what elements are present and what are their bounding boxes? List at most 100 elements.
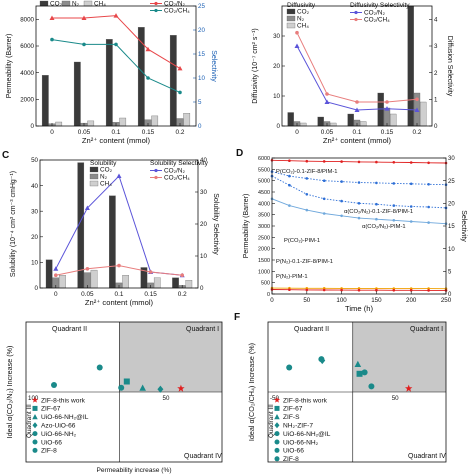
time-point-1-7 <box>392 182 396 185</box>
scatter-point-0 <box>405 384 413 392</box>
y-tick-label: 1500 <box>258 258 270 264</box>
quadrant-label: Quadrant III <box>268 404 275 438</box>
legend-marker <box>32 431 38 437</box>
legend-marker <box>32 422 38 429</box>
y2-tick-label: 10 <box>448 247 455 253</box>
legend2-title: Solubility Selectivity <box>150 160 209 167</box>
time-point-3-5 <box>357 216 361 220</box>
time-point-5-8 <box>409 289 413 292</box>
time-point-3-3 <box>322 212 326 215</box>
y-tick-label: 0 <box>267 292 270 298</box>
scatter-point-4 <box>96 364 103 371</box>
panel-B: 0 10 20 30 0 1 2 3 4 0 0.05 0.1 0.15 0.2 Zn²⁺ content … <box>252 2 453 145</box>
time-point-2-1 <box>288 183 291 187</box>
legend-label: ZIF-67 <box>283 406 303 413</box>
y2-tick-label: 1 <box>434 97 438 104</box>
time-point-0-3 <box>322 160 326 163</box>
x-tick-label: 0.05 <box>78 129 91 136</box>
time-point-0-8 <box>409 161 413 164</box>
x-axis-label: Zn²⁺ content (mmol) <box>85 298 154 307</box>
y2-tick-label: 0 <box>434 123 438 130</box>
x-tick-label: 0.05 <box>81 291 94 298</box>
scatter-point-1 <box>123 378 130 385</box>
line-point-1-0 <box>50 37 54 42</box>
y2-tick-label: 40 <box>200 157 207 164</box>
y2-tick-label: 5 <box>448 270 452 276</box>
legend-marker <box>31 396 39 403</box>
bar-0-0 <box>287 112 294 127</box>
x-tick-label: 250 <box>441 297 452 304</box>
bar-2-3 <box>153 277 161 289</box>
y2-tick-label: 3 <box>434 43 438 50</box>
legend-marker <box>354 10 358 15</box>
line-point-1-0 <box>295 30 299 35</box>
time-point-2-3 <box>322 197 326 201</box>
x-axis-label: Zn²⁺ content (mmol) <box>82 136 151 145</box>
time-point-0-9 <box>427 161 430 165</box>
line-point-1-3 <box>148 270 153 274</box>
y-tick-label: 0 <box>35 285 39 292</box>
time-point-2-6 <box>375 202 378 206</box>
line-point-0-1 <box>324 99 330 104</box>
bar-2-0 <box>300 122 307 127</box>
legend-label: CO₂/N₂ <box>164 1 185 8</box>
bar-2-2 <box>360 121 367 127</box>
quadrant-label: Quadrant II <box>294 326 329 333</box>
time-point-3-2 <box>305 208 309 212</box>
bar-2-1 <box>330 122 337 127</box>
y-tick-label: 40 <box>31 183 38 190</box>
line-point-1-3 <box>146 76 150 80</box>
line-point-1-1 <box>325 92 329 96</box>
bar-2-0 <box>55 121 63 127</box>
y2-tick-label: 0 <box>448 292 452 298</box>
time-point-0-5 <box>357 160 361 164</box>
time-point-4-5 <box>357 287 361 290</box>
y2-tick-label: 15 <box>448 224 455 230</box>
y-tick-label: 8000 <box>20 17 34 24</box>
x-tick-label: 50 <box>392 395 399 402</box>
legend-marker <box>154 175 158 180</box>
scatter-point-7 <box>368 383 375 390</box>
legend-label: N₂ <box>297 16 305 23</box>
y2-tick-label: 2 <box>434 70 438 77</box>
legend-marker <box>273 396 281 403</box>
y-tick-label: 10 <box>273 93 280 100</box>
bar-0-2 <box>347 113 354 127</box>
legend-swatch <box>83 0 93 7</box>
y-tick-label: 3500 <box>258 213 270 219</box>
legend2-title: Diffusivity Selectivity <box>350 2 410 9</box>
line-point-1-4 <box>415 97 419 102</box>
quadrant-I-fill <box>119 322 222 392</box>
legend-marker <box>154 8 158 13</box>
legend-swatch <box>89 180 99 187</box>
time-point-0-6 <box>375 160 378 164</box>
y-axis-label: Diffusivity (10⁻⁷ cm² s⁻¹) <box>252 28 259 104</box>
y-tick-label: 30 <box>31 208 38 215</box>
annotation-label: P(CO₂)-PIM-1 <box>284 238 320 244</box>
bar-2-4 <box>420 101 427 127</box>
y-axis-label: Solubility (10⁻⁴ cm³ cm⁻³ cmHg⁻¹) <box>10 171 17 277</box>
y-axis-label: Ideal α(CO₂/N₂) Increase (%) <box>5 346 14 439</box>
annotation-label: α(CO₂/N₂)-0.1-ZIF-8/PIM-1 <box>344 209 413 215</box>
line-point-0-0 <box>294 43 300 48</box>
y-tick-label: 4000 <box>258 201 270 207</box>
line-series-0 <box>55 175 183 276</box>
time-point-0-4 <box>340 160 343 163</box>
legend-swatch <box>39 0 49 7</box>
y2-tick-label: 0 <box>200 285 204 292</box>
x-tick-label: 100 <box>28 395 39 402</box>
y-tick-label: 50 <box>31 157 38 164</box>
panel-label: C <box>2 150 9 161</box>
line-point-1-1 <box>82 42 86 47</box>
bar-0-4 <box>169 35 177 127</box>
legend-label: UiO-66-NH₂ <box>283 439 319 446</box>
scatter-point-4 <box>318 356 325 363</box>
y-tick-label: 3000 <box>258 224 270 230</box>
annotation-label: P(CO₂)-0.1-ZIF-8/PIM-1 <box>276 169 338 175</box>
y-tick-label: 0 <box>31 123 35 130</box>
line-point-0-1 <box>81 15 87 20</box>
quadrant-label: Quadrant I <box>186 326 219 333</box>
bar-2-2 <box>122 275 129 289</box>
legend-marker <box>32 414 38 420</box>
legend-swatch <box>286 22 296 29</box>
